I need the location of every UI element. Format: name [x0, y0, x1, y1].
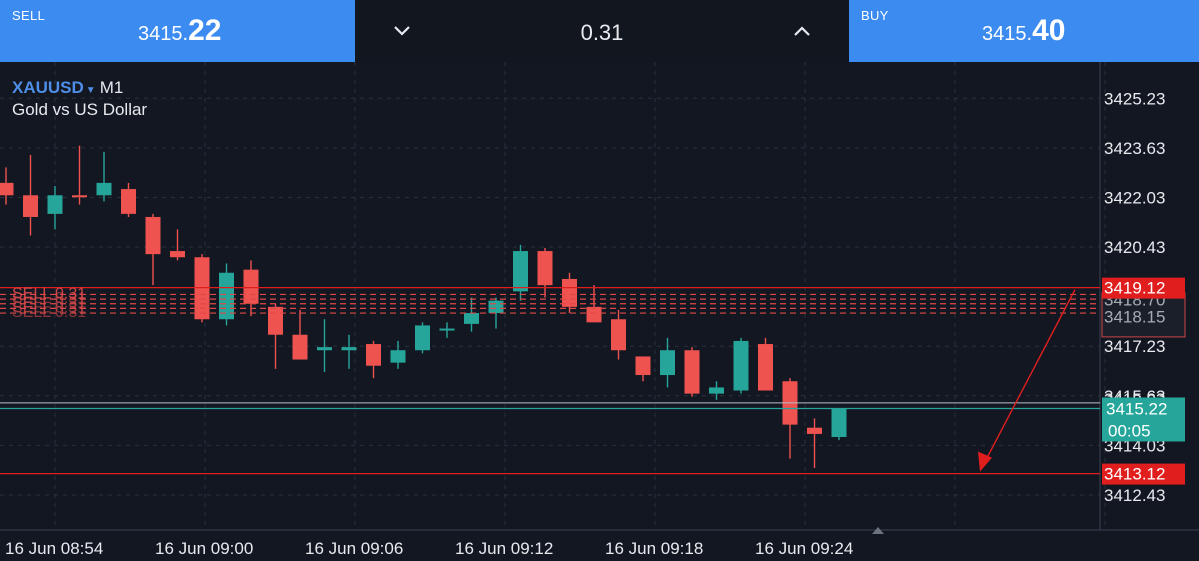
caret-down-icon: ▼	[85, 85, 96, 96]
candle-body	[47, 195, 63, 214]
candle-body	[170, 251, 185, 258]
price-tick-label: 3425.23	[1104, 89, 1165, 108]
candle-body	[145, 216, 161, 255]
trade-bar: SELL 3415.22 0.31 BUY 3415.40	[0, 0, 1199, 62]
candle-body	[439, 328, 455, 331]
candle-body	[586, 306, 602, 323]
take-profit-price-box	[1102, 277, 1185, 299]
candle-countdown: 00:05	[1108, 422, 1151, 441]
sell-position-label: SELL 0.31	[12, 304, 86, 321]
sell-price: 3415.22	[138, 14, 222, 47]
price-tick-label: 3423.63	[1104, 139, 1165, 158]
arrow-head-icon	[978, 451, 992, 472]
candle-body	[268, 306, 283, 335]
time-tick-label: 16 Jun 08:54	[5, 539, 103, 558]
sell-button[interactable]: SELL 3415.22	[0, 0, 355, 62]
candle-body	[121, 189, 136, 214]
candle-body	[341, 347, 357, 351]
time-tick-label: 16 Jun 09:00	[155, 539, 253, 558]
candle-body	[635, 356, 651, 376]
bid-price-box	[1102, 397, 1185, 442]
sell-position-label: SELL 0.31	[12, 290, 86, 307]
candle-body	[464, 313, 479, 324]
symbol-description: Gold vs US Dollar	[12, 100, 148, 119]
candle-body	[513, 251, 528, 292]
sell-position-label: SELL 0.31	[12, 295, 86, 312]
sell-position-label: SELL 0.31	[12, 299, 86, 316]
candle-body	[733, 340, 749, 391]
candle-body	[415, 325, 430, 351]
candle-body	[292, 334, 308, 360]
stacked-level-labels	[1101, 292, 1186, 338]
take-profit-price-label: 3419.12	[1104, 279, 1165, 298]
price-tick-label: 3417.23	[1104, 337, 1165, 356]
candle-body	[390, 350, 406, 363]
candle-body	[684, 350, 700, 394]
scroll-marker-icon	[872, 527, 884, 534]
candle-body	[72, 195, 87, 198]
candle-body	[831, 408, 847, 438]
buy-price: 3415.40	[982, 14, 1066, 47]
candle-body	[96, 182, 112, 196]
symbol-name: XAUUSD	[12, 78, 84, 97]
sell-position-label: SELL 0.31	[12, 285, 86, 302]
time-tick-label: 16 Jun 09:24	[755, 539, 853, 558]
sell-label: SELL	[12, 8, 46, 23]
stop-loss-price-label: 3413.12	[1104, 465, 1165, 484]
time-tick-label: 16 Jun 09:06	[305, 539, 403, 558]
price-tick-label: 3422.03	[1104, 188, 1165, 207]
chevron-up-icon[interactable]	[785, 14, 819, 48]
level-label-overlap: 3418.15	[1104, 308, 1165, 327]
candle-body	[562, 278, 577, 307]
price-tick-label: 3420.43	[1104, 238, 1165, 257]
price-tick-label: 3412.43	[1104, 486, 1165, 505]
trend-arrow-line	[983, 289, 1076, 464]
volume-value[interactable]: 0.31	[580, 20, 624, 45]
bid-price-label: 3415.22	[1106, 400, 1167, 419]
candle-body	[243, 269, 259, 304]
candle-body	[660, 350, 675, 376]
time-tick-label: 16 Jun 09:18	[605, 539, 703, 558]
candle-body	[23, 195, 38, 217]
candle-body	[537, 251, 553, 286]
candle-body	[758, 344, 773, 391]
chevron-down-icon[interactable]	[385, 14, 419, 48]
timeframe-label: M1	[99, 78, 124, 97]
candle-body	[807, 427, 822, 434]
stop-loss-price-box	[1102, 463, 1185, 485]
candle-body	[611, 319, 626, 351]
volume-stepper: 0.31	[355, 0, 849, 62]
time-tick-label: 16 Jun 09:12	[455, 539, 553, 558]
candle-body	[219, 272, 234, 320]
candle-body	[0, 182, 14, 196]
buy-label: BUY	[861, 8, 889, 23]
candle-body	[317, 347, 332, 351]
candle-body	[194, 257, 210, 320]
symbol-selector[interactable]: XAUUSD ▼ M1	[12, 78, 123, 98]
candle-body	[488, 300, 504, 314]
candle-body	[366, 344, 381, 366]
buy-button[interactable]: BUY 3415.40	[849, 0, 1199, 62]
candle-body	[709, 387, 724, 394]
